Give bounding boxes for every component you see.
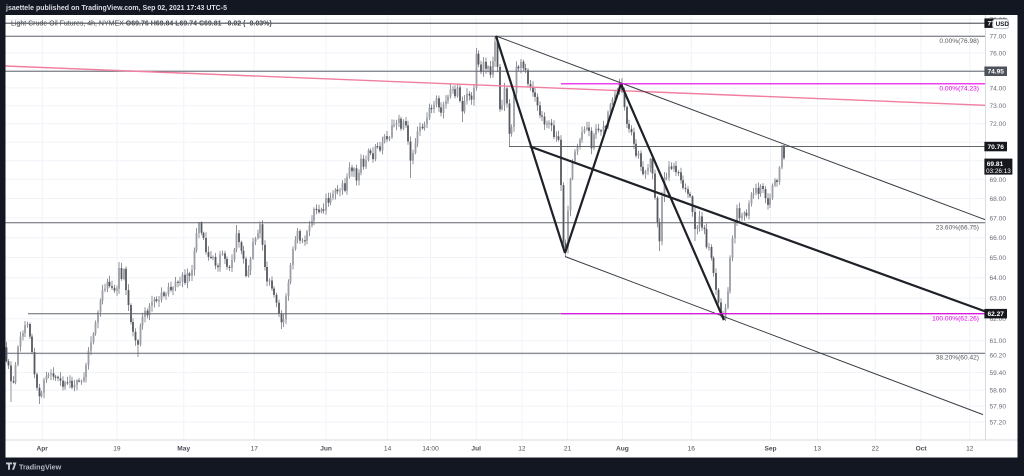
svg-text:70.76: 70.76	[987, 144, 1004, 151]
svg-text:TradingView: TradingView	[19, 462, 62, 471]
svg-text:0.00%(74.23): 0.00%(74.23)	[939, 86, 979, 93]
svg-text:74.00: 74.00	[990, 85, 1007, 92]
svg-text:63.00: 63.00	[990, 296, 1007, 303]
svg-text:73.00: 73.00	[990, 103, 1007, 110]
svg-text:12: 12	[966, 446, 974, 453]
svg-text:68.00: 68.00	[990, 196, 1007, 203]
svg-text:67.00: 67.00	[990, 215, 1007, 222]
svg-text:62.27: 62.27	[987, 311, 1004, 318]
svg-text:21: 21	[564, 446, 572, 453]
svg-text:65.00: 65.00	[990, 255, 1007, 262]
svg-text:Light Crude Oil Futures, 4h, N: Light Crude Oil Futures, 4h, NYMEX O69.7…	[11, 21, 272, 28]
svg-text:64.00: 64.00	[990, 275, 1007, 282]
svg-text:14: 14	[384, 446, 392, 453]
svg-text:Sep: Sep	[764, 446, 776, 453]
svg-text:76.00: 76.00	[990, 50, 1007, 57]
svg-text:60.20: 60.20	[990, 352, 1007, 359]
svg-text:57.20: 57.20	[990, 419, 1007, 426]
svg-text:17: 17	[251, 446, 259, 453]
svg-text:Apr: Apr	[37, 446, 49, 453]
svg-text:Jun: Jun	[320, 446, 332, 453]
svg-text:Aug: Aug	[616, 446, 629, 453]
svg-text:59.40: 59.40	[990, 370, 1007, 377]
svg-text:16: 16	[688, 446, 696, 453]
svg-text:58.60: 58.60	[990, 388, 1007, 395]
svg-text:38.20%(60.42): 38.20%(60.42)	[936, 355, 979, 362]
svg-text:69.81: 69.81	[987, 161, 1004, 168]
svg-text:May: May	[177, 446, 190, 453]
svg-text:74.95: 74.95	[987, 69, 1004, 76]
svg-text:77.00: 77.00	[990, 33, 1007, 40]
svg-text:23.60%(66.75): 23.60%(66.75)	[936, 225, 979, 232]
svg-text:12: 12	[518, 446, 526, 453]
svg-text:Jul: Jul	[471, 446, 481, 453]
svg-text:66.00: 66.00	[990, 235, 1007, 242]
svg-text:100.00%(62.26): 100.00%(62.26)	[932, 316, 979, 323]
svg-text:13: 13	[814, 446, 822, 453]
svg-text:19: 19	[113, 446, 121, 453]
svg-text:22: 22	[872, 446, 880, 453]
svg-text:Oct: Oct	[916, 446, 928, 453]
svg-text:03:26:13: 03:26:13	[986, 168, 1011, 175]
svg-text:62.00: 62.00	[990, 316, 1007, 323]
svg-text:61.00: 61.00	[990, 338, 1007, 345]
svg-text:0.00%(76.98): 0.00%(76.98)	[939, 38, 979, 45]
svg-text:USD: USD	[996, 21, 1010, 28]
svg-text:57.90: 57.90	[990, 404, 1007, 411]
svg-text:72.00: 72.00	[990, 121, 1007, 128]
svg-text:69.00: 69.00	[990, 177, 1007, 184]
svg-text:jsaettele published on Trading: jsaettele published on TradingView.com, …	[5, 5, 227, 12]
svg-text:14:00: 14:00	[422, 446, 439, 453]
